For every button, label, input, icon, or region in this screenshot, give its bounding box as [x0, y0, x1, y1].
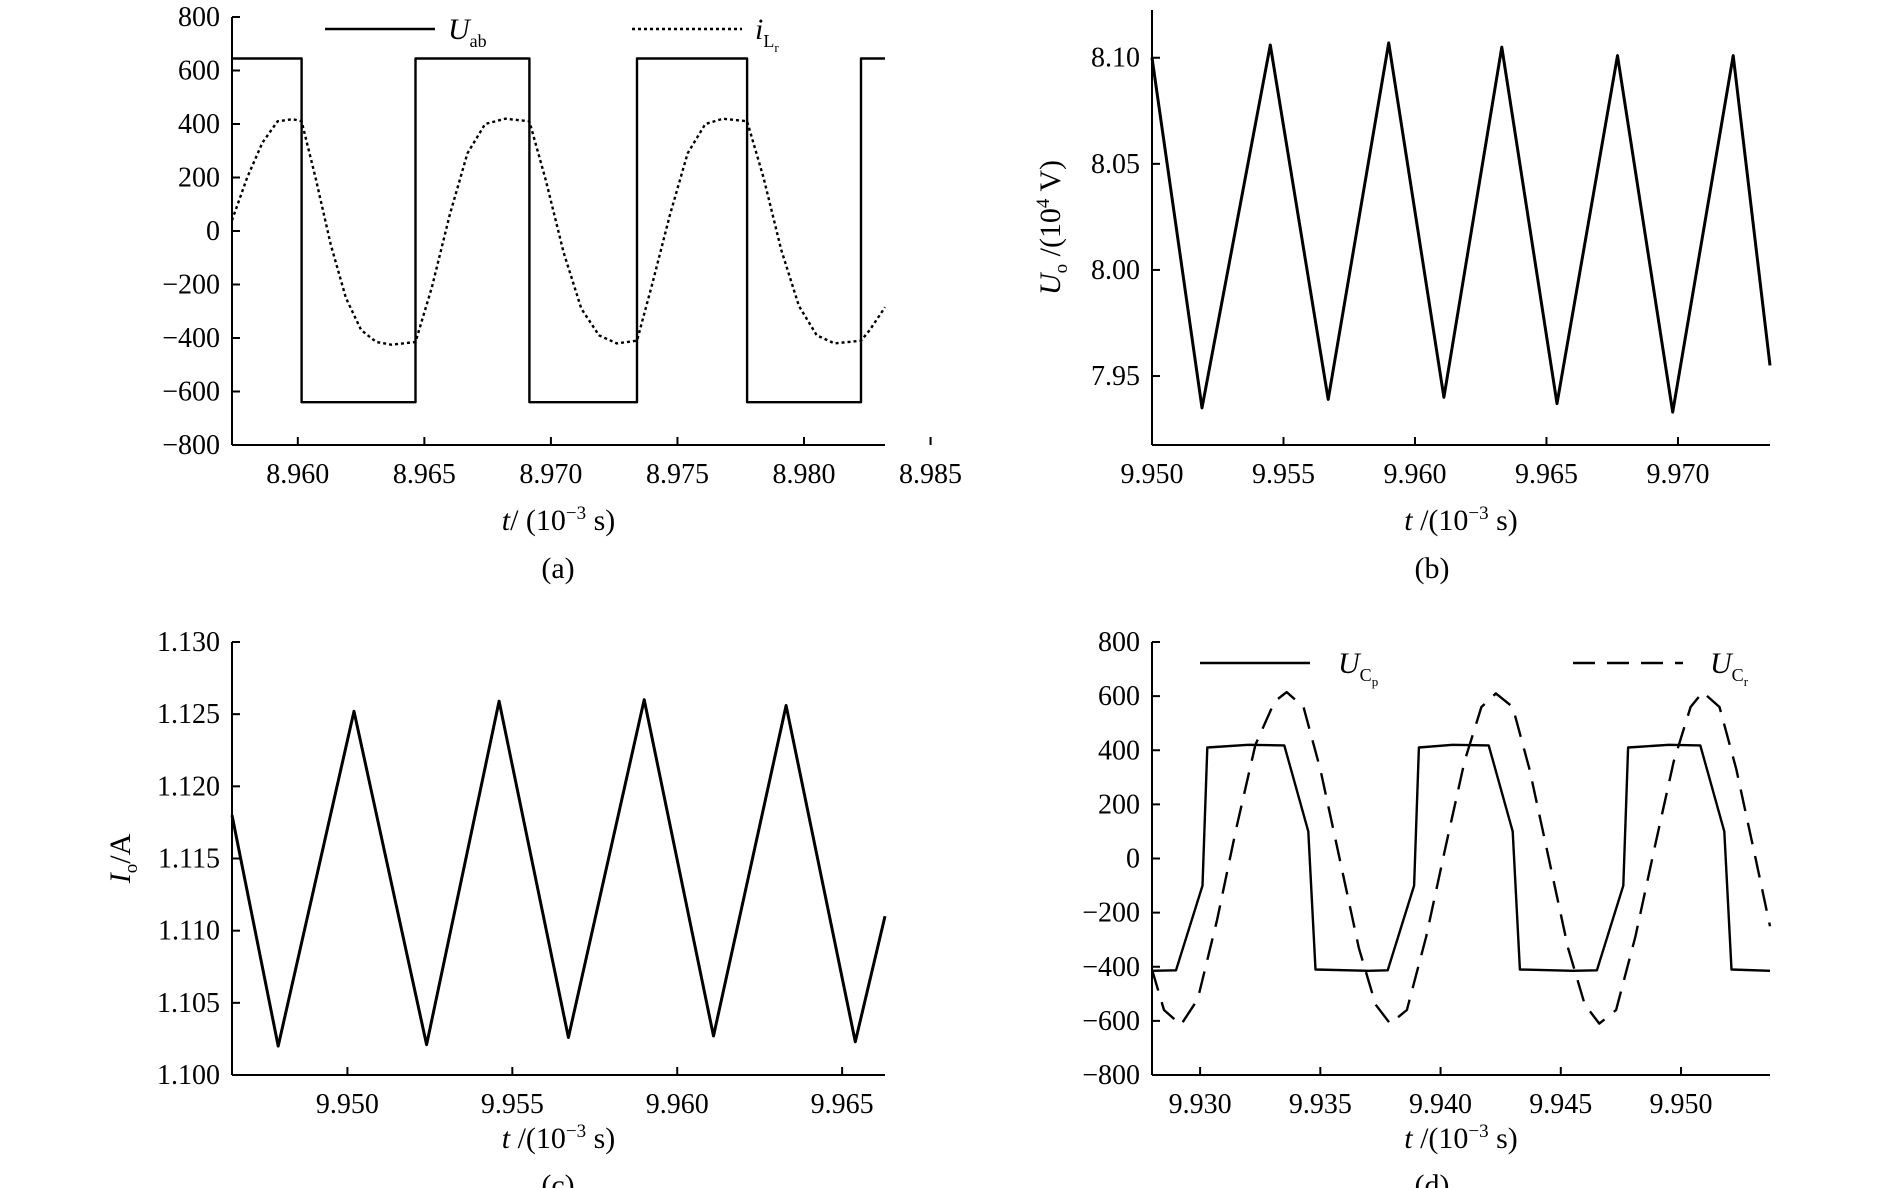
- y-tick-label: 1.130: [157, 627, 220, 658]
- y-tick-label: 8.00: [1091, 255, 1140, 286]
- x-tick-label: 9.960: [1383, 459, 1446, 490]
- panel-caption: (a): [541, 552, 574, 585]
- x-tick-label: 9.970: [1646, 459, 1709, 490]
- x-tick-label: 8.965: [393, 459, 456, 490]
- y-tick-label: 0: [1126, 844, 1140, 875]
- series-line-u-o: [1150, 41, 1772, 414]
- y-tick-label: −400: [162, 323, 220, 354]
- legend-label: UCp: [1338, 647, 1378, 689]
- x-tick-label: 8.980: [773, 459, 836, 490]
- x-tick-label: 8.985: [899, 459, 962, 490]
- chart-c: 1.130 1.125 1.120 1.115 1.110 1.105 1.100 9.950…: [104, 627, 887, 1188]
- legend-label: UCr: [1710, 647, 1749, 689]
- x-tick-label: 9.950: [1121, 459, 1184, 490]
- legend-label: iLr: [755, 13, 779, 55]
- y-tick-label: 400: [178, 109, 220, 140]
- y-tick-label: −400: [1082, 952, 1140, 983]
- x-tick-label: 9.955: [1252, 459, 1315, 490]
- y-tick-label: −200: [1082, 898, 1140, 929]
- y-tick-label: 800: [1098, 627, 1140, 658]
- y-tick-label: 1.105: [157, 988, 220, 1019]
- x-tick-label: 9.935: [1289, 1089, 1352, 1120]
- x-axis-label: t /(10−3 s): [1404, 1121, 1518, 1155]
- series-line-i-lr: [230, 117, 886, 346]
- x-tick-label: 9.930: [1169, 1089, 1232, 1120]
- y-tick-label: 0: [206, 216, 220, 247]
- chart-d: 800 600 400 200 0 −200 −400 −600 −800 9.930 9.935 9…: [1082, 627, 1772, 1188]
- x-tick-label: 8.970: [519, 459, 582, 490]
- x-tick-label: 9.955: [481, 1089, 544, 1120]
- y-tick-label: 8.10: [1091, 43, 1140, 74]
- x-axis-label: t /(10−3 s): [1404, 503, 1518, 537]
- y-tick-label: 8.05: [1091, 149, 1140, 180]
- panel-caption: (c): [541, 1169, 574, 1188]
- chart-a: 800 600 400 200 0 −200 −400 −600 −800 8.960 8.965 8…: [162, 2, 962, 585]
- y-tick-label: −800: [1082, 1060, 1140, 1091]
- x-tick-label: 9.950: [1650, 1089, 1713, 1120]
- y-tick-label: −600: [1082, 1006, 1140, 1037]
- x-tick-label: 9.965: [1515, 459, 1578, 490]
- y-tick-label: 600: [1098, 681, 1140, 712]
- x-tick-label: 9.960: [646, 1089, 709, 1120]
- series-line-u-ab: [232, 57, 885, 404]
- y-tick-label: −200: [162, 270, 220, 301]
- x-tick-label: 9.965: [811, 1089, 874, 1120]
- series-line-i-o: [230, 698, 887, 1048]
- y-tick-label: 800: [178, 2, 220, 33]
- y-tick-label: 1.115: [158, 844, 220, 875]
- y-tick-label: 1.100: [157, 1060, 220, 1091]
- y-tick-label: −800: [162, 430, 220, 461]
- series-line-u-cp: [1151, 743, 1771, 972]
- panel-caption: (d): [1415, 1169, 1450, 1188]
- y-tick-label: 600: [178, 56, 220, 87]
- y-tick-label: −600: [162, 377, 220, 408]
- y-tick-label: 7.95: [1091, 361, 1140, 392]
- x-tick-label: 9.945: [1529, 1089, 1592, 1120]
- series-line-u-cr: [1150, 690, 1772, 1027]
- x-axis-label: t/ (10−3 s): [502, 503, 616, 537]
- y-tick-label: 200: [1098, 789, 1140, 820]
- y-axis-label: Io/A: [104, 833, 142, 884]
- y-tick-label: 1.120: [157, 771, 220, 802]
- legend-label: Uab: [448, 13, 487, 51]
- y-tick-label: 400: [1098, 735, 1140, 766]
- y-axis-label: Uo /(104 V): [1033, 160, 1072, 295]
- x-axis-label: t /(10−3 s): [502, 1121, 616, 1155]
- x-tick-label: 8.975: [646, 459, 709, 490]
- panel-caption: (b): [1415, 552, 1450, 585]
- x-tick-label: 9.950: [316, 1089, 379, 1120]
- chart-b: 8.10 8.05 8.00 7.95 9.950 9.955 9.960 9.965 9.97…: [1033, 10, 1772, 585]
- y-tick-label: 1.125: [157, 699, 220, 730]
- y-tick-label: 1.110: [158, 916, 220, 947]
- x-tick-label: 9.940: [1409, 1089, 1472, 1120]
- x-tick-label: 8.960: [266, 459, 329, 490]
- y-tick-label: 200: [178, 163, 220, 194]
